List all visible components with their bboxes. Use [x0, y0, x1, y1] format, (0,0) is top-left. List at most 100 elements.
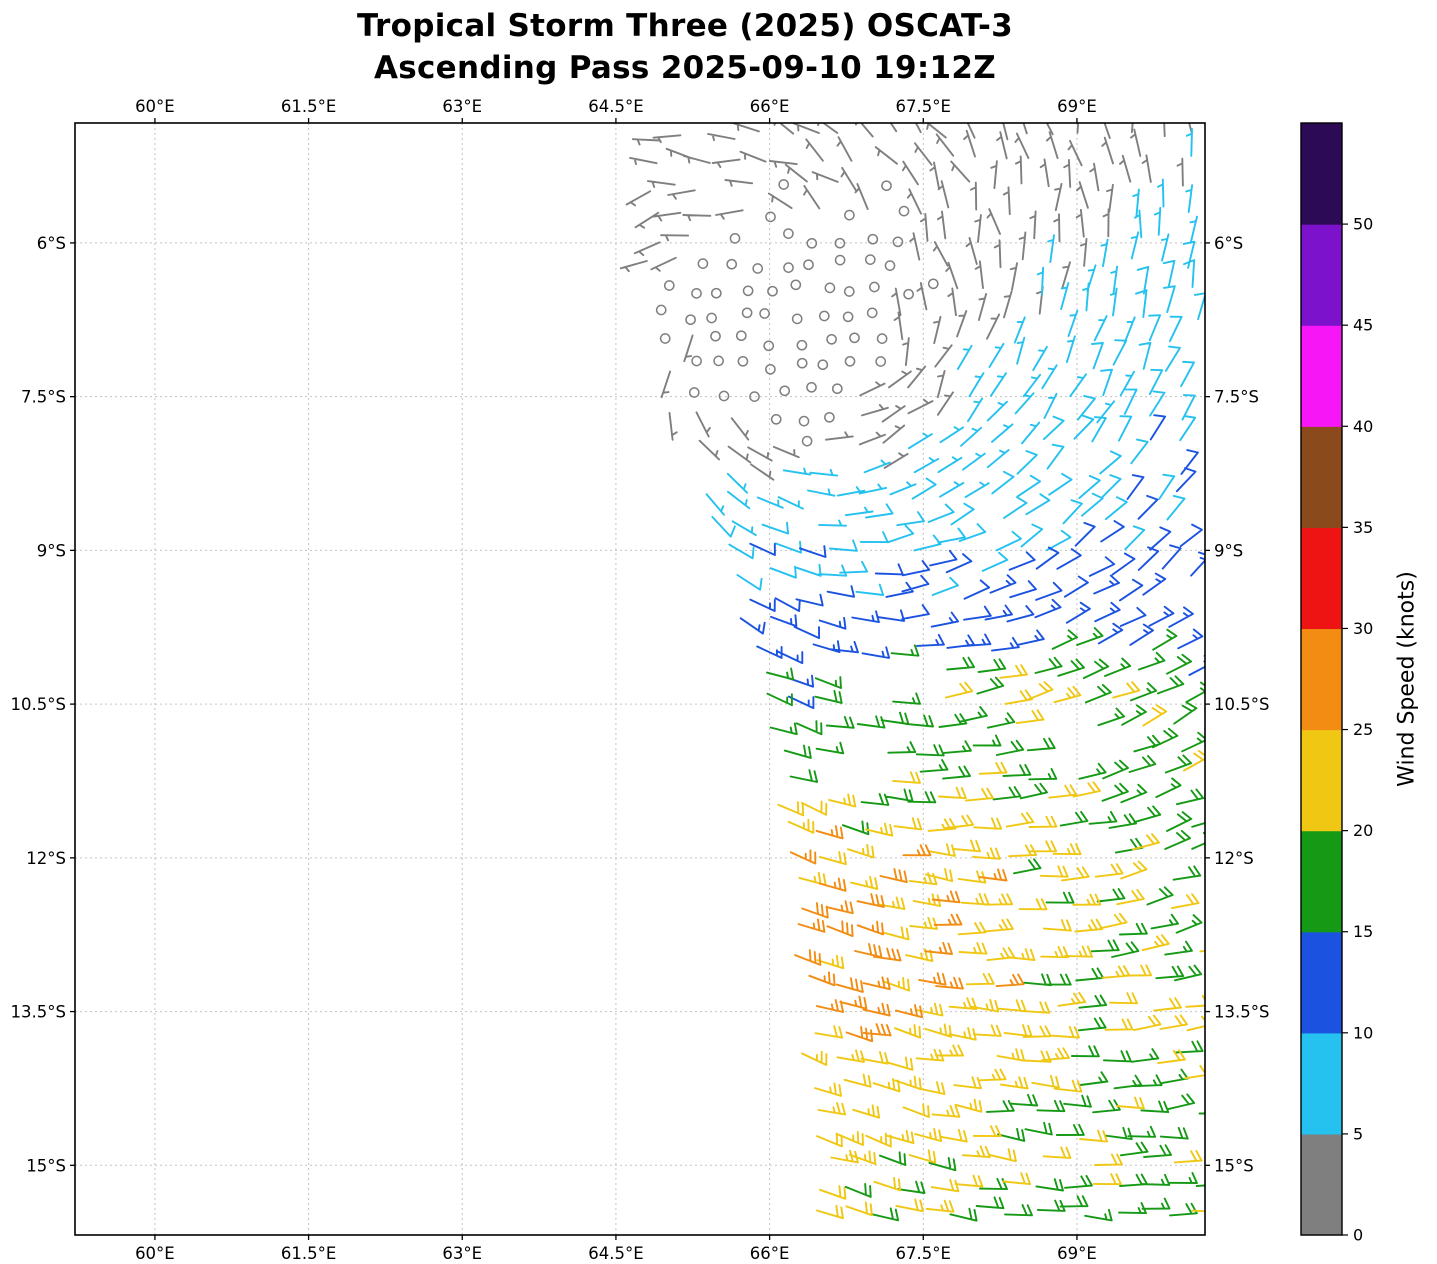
calm-wind-circle: [706, 312, 717, 324]
calm-wind-circle: [765, 363, 776, 375]
x-tick-label-top: 69°E: [1057, 97, 1097, 116]
wind-barbs: [777, 664, 1205, 1220]
calm-wind-circle: [685, 314, 696, 326]
x-tick-label-top: 63°E: [442, 97, 482, 116]
plot-title: Tropical Storm Three (2025) OSCAT-3 Asce…: [75, 5, 1295, 89]
calm-wind-circle: [796, 357, 808, 369]
x-tick-label-bottom: 63°E: [442, 1244, 482, 1263]
colorbar-tick-label: 25: [1353, 720, 1373, 739]
plot-title-line2: Ascending Pass 2025-09-10 19:12Z: [373, 50, 997, 86]
colorbar: 0 5 10 15 20 25 30 35 40 45 50: [1300, 122, 1373, 1245]
calm-wind-circle: [867, 233, 879, 245]
colorbar-segment: [1301, 224, 1342, 326]
wind-barbs: [789, 825, 1025, 1043]
colorbar-label: Wind Speed (knots): [1394, 571, 1420, 787]
wind-barbs-layer: [619, 123, 1205, 1222]
colorbar-tick-label: 15: [1353, 922, 1373, 941]
y-tick-label-right: 9°S: [1214, 541, 1243, 560]
calm-wind-circle: [742, 285, 754, 297]
calm-wind-circle: [783, 262, 794, 273]
calm-wind-circle: [790, 279, 802, 291]
x-tick-label-bottom: 64.5°E: [588, 1244, 643, 1263]
calm-wind-circle: [767, 285, 778, 297]
calm-wind-circle: [843, 286, 855, 297]
grid-lines: [75, 123, 1205, 1235]
calm-wind-circle: [778, 179, 790, 190]
calm-wind-circle: [710, 330, 721, 342]
colorbar-segment: [1301, 123, 1342, 225]
calm-wind-circle: [849, 332, 860, 344]
colorbar-tick-label: 20: [1353, 821, 1373, 840]
colorbar-tick-label: 45: [1353, 316, 1373, 335]
calm-wind-circle: [927, 278, 939, 290]
colorbar-tick-label: 30: [1353, 619, 1373, 638]
calm-wind-circle: [796, 339, 808, 351]
colorbar-segment: [1301, 729, 1342, 832]
colorbar-tick-label: 0: [1353, 1226, 1363, 1245]
calm-wind-circle: [663, 280, 675, 291]
calm-wind-circle: [817, 359, 829, 371]
calm-wind-circle: [779, 385, 791, 397]
y-tick-label-right: 6°S: [1214, 234, 1243, 253]
x-tick-label-top: 67.5°E: [896, 97, 951, 116]
calm-wind-circle: [718, 390, 730, 402]
wind-barbs: [619, 123, 1193, 481]
calm-wind-circle: [881, 180, 892, 192]
x-tick-label-top: 61.5°E: [281, 97, 336, 116]
colorbar-tick-label: 40: [1353, 417, 1373, 436]
calm-wind-circle: [824, 282, 836, 294]
calm-wind-circle: [801, 435, 813, 447]
calm-wind-circle: [892, 236, 904, 248]
calm-wind-circle: [803, 259, 814, 271]
calm-wind-circle: [844, 209, 855, 221]
x-tick-label-bottom: 69°E: [1057, 1244, 1097, 1263]
calm-wind-circle: [844, 355, 856, 367]
calm-wind-circle: [842, 311, 854, 323]
calm-wind-circle: [864, 254, 876, 265]
calm-wind-circle: [735, 330, 747, 342]
colorbar-tick-label: 50: [1353, 215, 1373, 234]
y-tick-label-right: 15°S: [1214, 1156, 1254, 1175]
calm-wind-circle: [688, 387, 700, 398]
colorbar-tick-labels: 0 5 10 15 20 25 30 35 40 45 50: [1353, 215, 1373, 1245]
axis-tick-labels: 60°E 60°E 61.5°E 61.5°E 63°E 63°E 64.5°E 64.5°E…: [11, 97, 1270, 1263]
calm-wind-circle: [806, 381, 817, 393]
calm-wind-circle: [759, 308, 770, 319]
colorbar-segment: [1301, 325, 1342, 427]
calm-wind-circle: [752, 263, 764, 274]
calm-wind-circle: [875, 356, 887, 367]
calm-wind-circle: [655, 304, 667, 316]
calm-wind-circle: [737, 355, 749, 367]
y-tick-label-left: 13.5°S: [11, 1003, 66, 1022]
x-tick-label-bottom: 67.5°E: [896, 1244, 951, 1263]
wind-barbs: [705, 127, 1205, 596]
calm-wind-circle: [783, 228, 794, 239]
calm-wind-circle: [749, 391, 760, 402]
calm-wind-circle: [831, 383, 843, 395]
calm-wind-circle: [763, 340, 775, 352]
calm-wind-circle: [866, 307, 878, 319]
calm-wind-circle: [697, 258, 709, 269]
calm-wind-circle: [791, 313, 803, 325]
calm-wind-circle: [741, 307, 753, 319]
x-tick-label-top: 60°E: [135, 97, 175, 116]
y-tick-label-right: 13.5°S: [1214, 1003, 1269, 1022]
y-tick-label-right: 12°S: [1214, 849, 1254, 868]
colorbar-border: [1300, 122, 1343, 1236]
calm-wind-circle: [898, 205, 910, 217]
colorbar-segment: [1301, 426, 1342, 528]
y-tick-label-left: 6°S: [37, 234, 66, 253]
x-tick-label-top: 66°E: [750, 97, 790, 116]
y-tick-label-right: 10.5°S: [1214, 695, 1269, 714]
calm-wind-circle: [834, 254, 846, 266]
calm-wind-circle: [691, 288, 702, 299]
calm-wind-circle: [659, 333, 671, 344]
calm-wind-circle: [806, 237, 818, 249]
calm-wind-circle: [770, 413, 782, 425]
calm-wind-circle: [876, 333, 888, 344]
calm-wind-circle: [691, 355, 702, 367]
x-tick-label-bottom: 60°E: [135, 1244, 175, 1263]
colorbar-segment: [1301, 628, 1342, 731]
calm-wind-circle: [826, 333, 837, 345]
